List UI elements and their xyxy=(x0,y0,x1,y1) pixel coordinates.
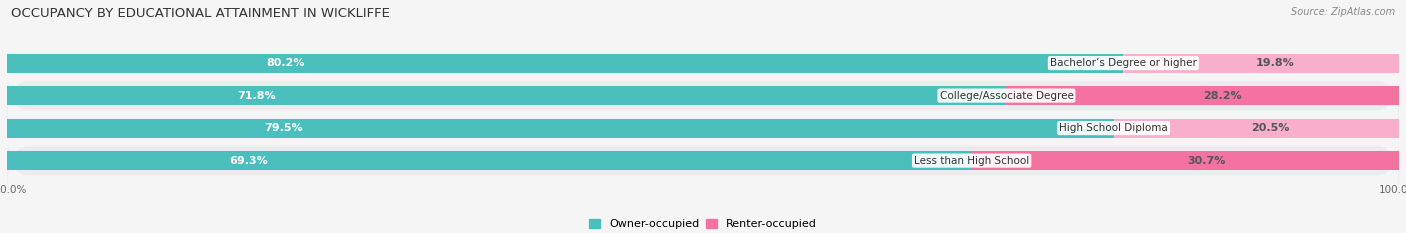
FancyBboxPatch shape xyxy=(7,62,1399,130)
Bar xyxy=(7,119,1114,137)
Text: Bachelor’s Degree or higher: Bachelor’s Degree or higher xyxy=(1050,58,1197,68)
FancyBboxPatch shape xyxy=(7,94,1399,162)
Bar xyxy=(1007,86,1399,105)
Text: High School Diploma: High School Diploma xyxy=(1059,123,1168,133)
Text: 80.2%: 80.2% xyxy=(267,58,305,68)
Text: College/Associate Degree: College/Associate Degree xyxy=(939,91,1073,101)
Legend: Owner-occupied, Renter-occupied: Owner-occupied, Renter-occupied xyxy=(589,219,817,229)
Text: OCCUPANCY BY EDUCATIONAL ATTAINMENT IN WICKLIFFE: OCCUPANCY BY EDUCATIONAL ATTAINMENT IN W… xyxy=(11,7,389,20)
Text: 69.3%: 69.3% xyxy=(229,156,267,166)
Text: 79.5%: 79.5% xyxy=(264,123,302,133)
Bar xyxy=(1114,119,1399,137)
Text: 30.7%: 30.7% xyxy=(1188,156,1226,166)
Text: 71.8%: 71.8% xyxy=(238,91,276,101)
Text: Source: ZipAtlas.com: Source: ZipAtlas.com xyxy=(1291,7,1395,17)
Bar xyxy=(7,86,1007,105)
FancyBboxPatch shape xyxy=(7,127,1399,195)
Text: 20.5%: 20.5% xyxy=(1251,123,1289,133)
Bar xyxy=(972,151,1399,170)
Bar xyxy=(1123,54,1399,72)
Text: Less than High School: Less than High School xyxy=(914,156,1029,166)
Text: 19.8%: 19.8% xyxy=(1256,58,1295,68)
Text: 28.2%: 28.2% xyxy=(1204,91,1241,101)
Bar xyxy=(7,151,972,170)
FancyBboxPatch shape xyxy=(7,29,1399,97)
Bar xyxy=(7,54,1123,72)
